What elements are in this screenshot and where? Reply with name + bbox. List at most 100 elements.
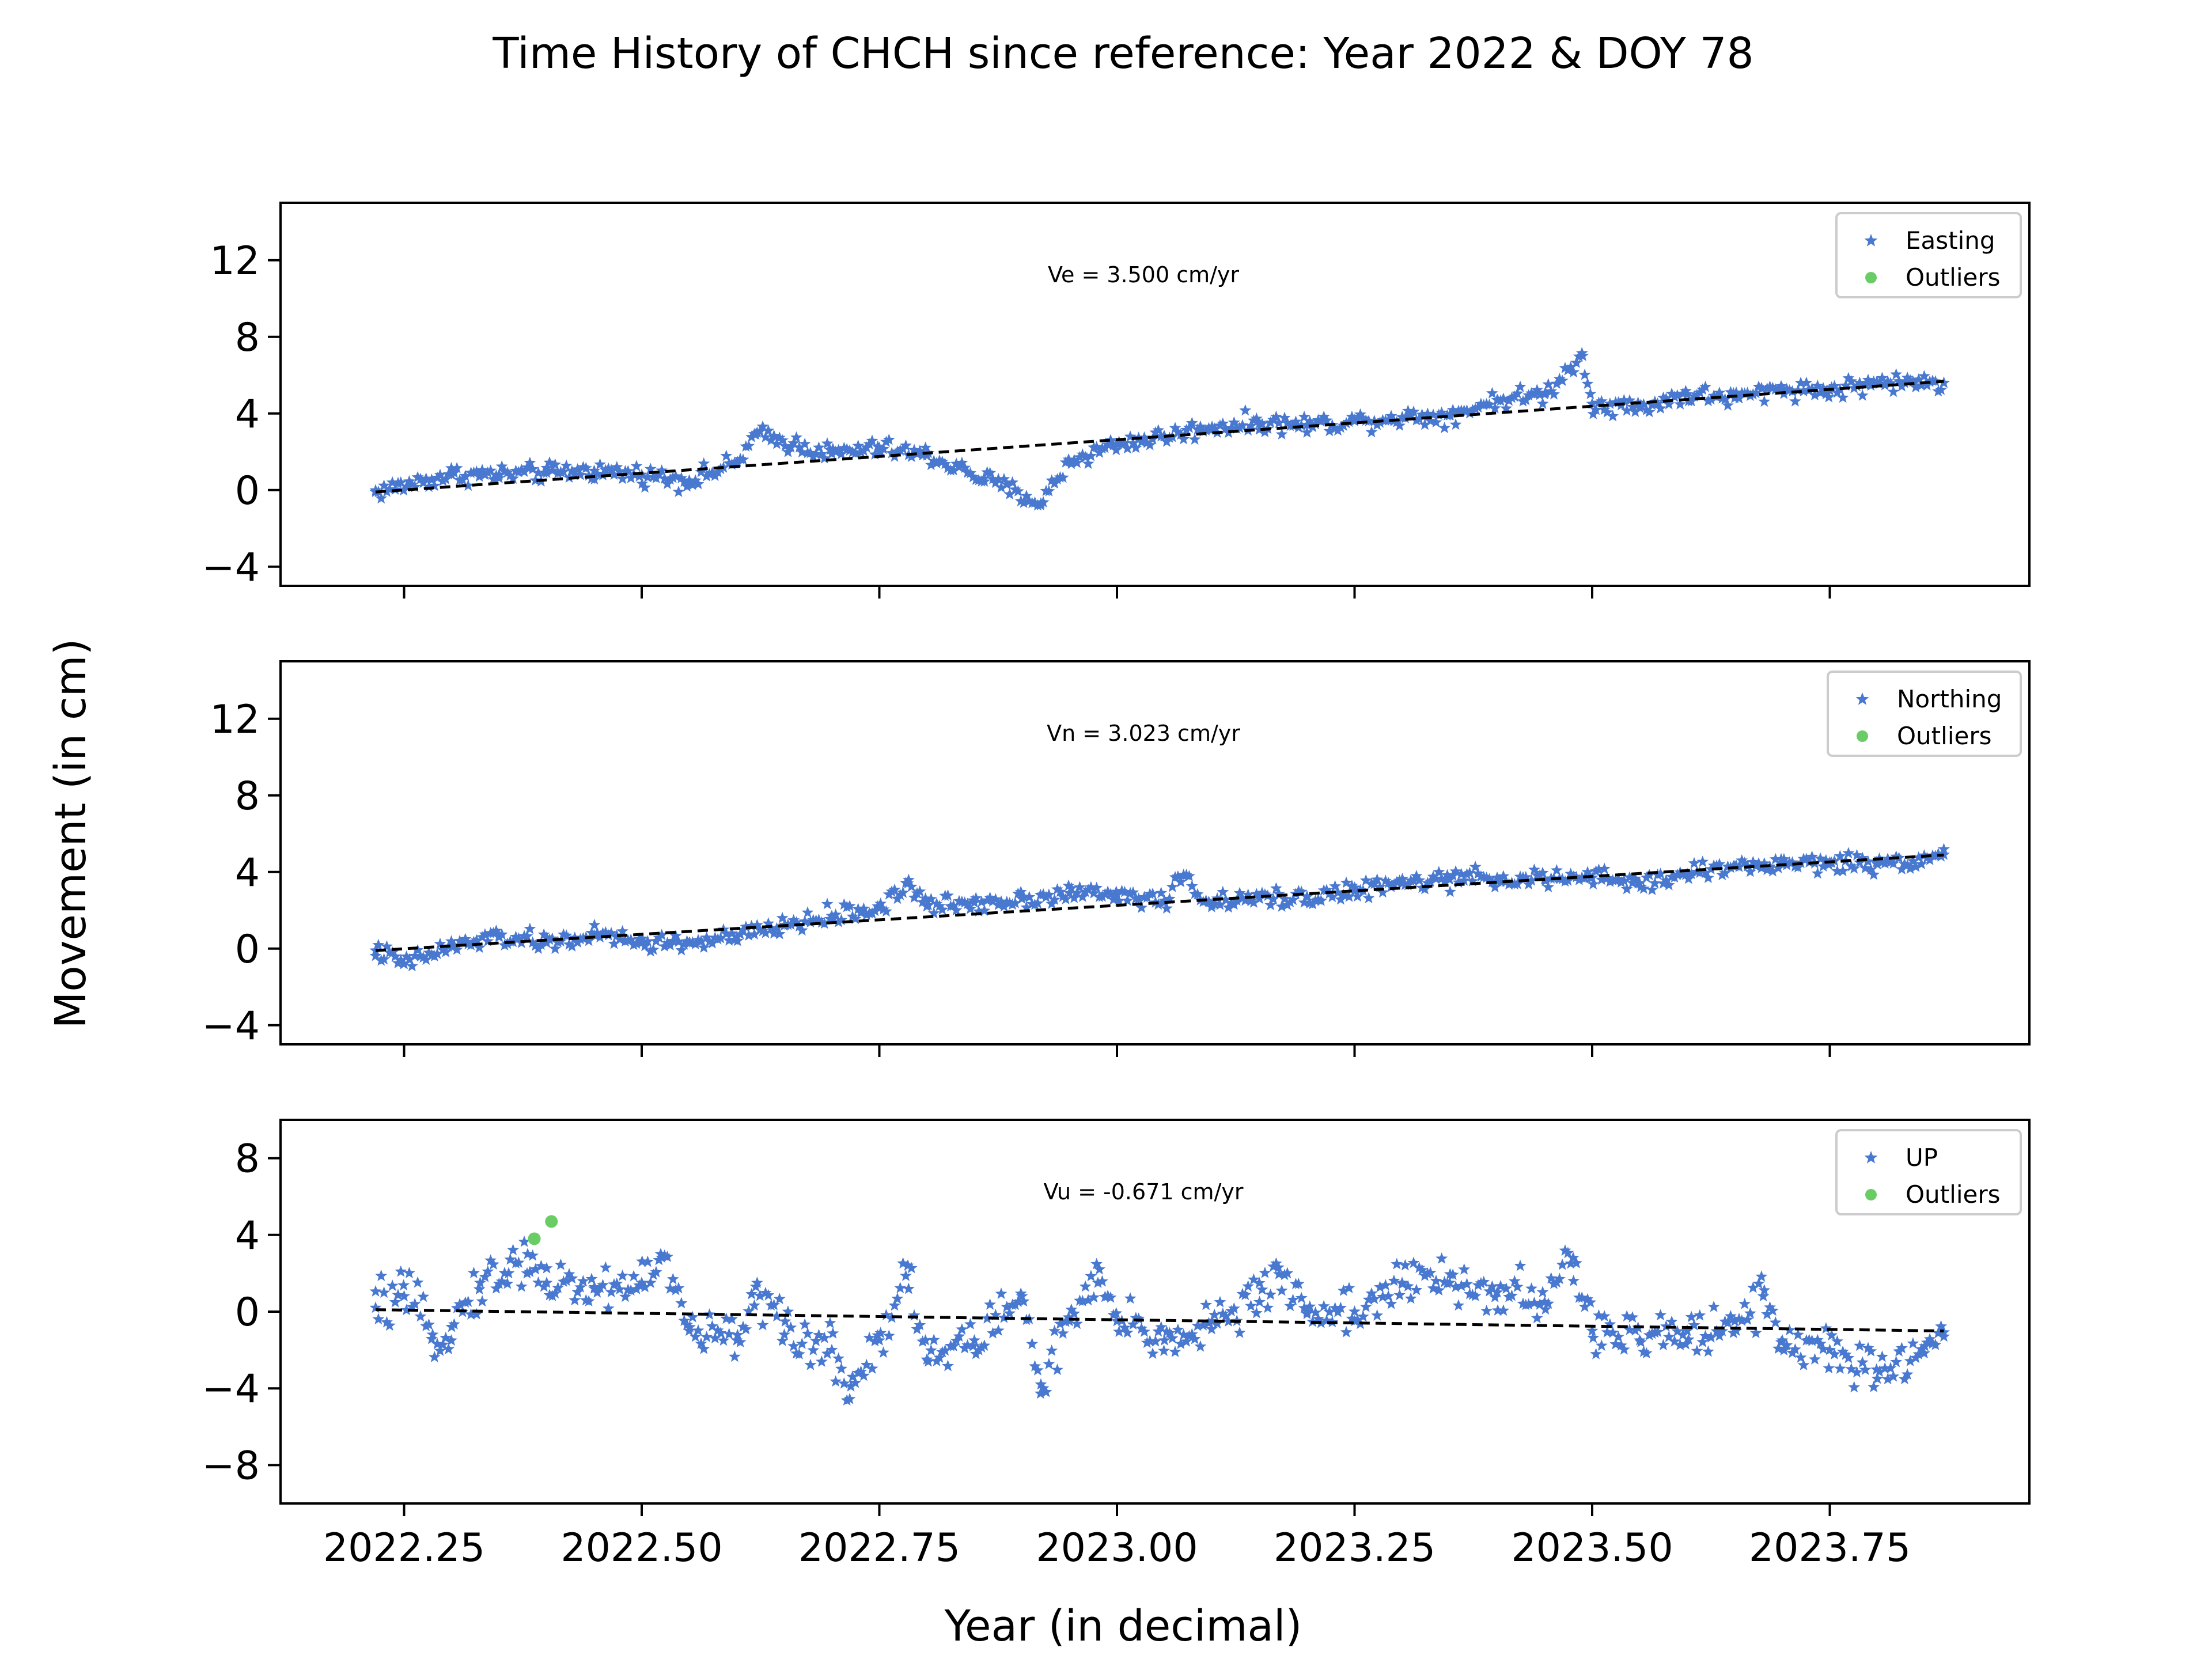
data-point bbox=[1531, 1312, 1543, 1324]
data-point bbox=[756, 925, 769, 937]
data-point bbox=[490, 925, 502, 936]
data-point bbox=[1694, 1309, 1706, 1321]
data-point bbox=[512, 932, 525, 944]
data-point bbox=[372, 938, 385, 950]
data-point bbox=[1472, 867, 1484, 879]
velocity-annotation: Vu = -0.671 cm/yr bbox=[1044, 1179, 1244, 1205]
data-point bbox=[925, 892, 937, 904]
data-point bbox=[1424, 1266, 1437, 1278]
data-point bbox=[1817, 382, 1830, 393]
data-point bbox=[1533, 388, 1546, 400]
data-point bbox=[689, 474, 702, 486]
data-point bbox=[448, 1318, 460, 1330]
data-point bbox=[813, 441, 825, 453]
data-point bbox=[1825, 381, 1838, 393]
data-point bbox=[624, 1284, 637, 1296]
data-point bbox=[574, 1281, 586, 1293]
data-point bbox=[1539, 1296, 1551, 1308]
data-point bbox=[1570, 356, 1582, 368]
data-point bbox=[1881, 375, 1894, 387]
data-point bbox=[1121, 442, 1134, 454]
data-point bbox=[465, 1308, 478, 1320]
data-point bbox=[1845, 859, 1858, 872]
data-point bbox=[569, 1294, 581, 1306]
data-point bbox=[450, 461, 463, 474]
data-point bbox=[1749, 1327, 1762, 1339]
data-point bbox=[1138, 431, 1150, 443]
data-point bbox=[1090, 441, 1103, 452]
data-point bbox=[1242, 1280, 1255, 1292]
data-point bbox=[1329, 880, 1342, 892]
data-point bbox=[1681, 868, 1694, 879]
y-tick-label: 0 bbox=[235, 468, 260, 514]
data-point bbox=[1623, 394, 1636, 406]
data-point bbox=[445, 940, 458, 952]
data-point bbox=[540, 466, 553, 478]
data-point bbox=[512, 465, 525, 478]
data-point bbox=[1323, 1305, 1336, 1317]
data-point bbox=[860, 908, 873, 921]
data-point bbox=[1132, 892, 1145, 904]
data-point bbox=[818, 452, 831, 464]
data-point bbox=[1185, 880, 1198, 892]
data-point bbox=[964, 903, 976, 914]
data-point bbox=[978, 904, 991, 916]
data-point bbox=[1444, 885, 1456, 897]
data-point bbox=[445, 461, 457, 474]
data-point bbox=[1766, 1304, 1779, 1316]
data-point bbox=[785, 1321, 797, 1333]
x-tick-label: 2022.25 bbox=[323, 1525, 485, 1571]
data-point bbox=[1284, 1300, 1297, 1312]
data-point bbox=[555, 935, 567, 947]
data-point bbox=[1559, 362, 1571, 373]
data-point bbox=[1705, 1331, 1717, 1343]
data-point bbox=[1590, 865, 1602, 877]
data-point bbox=[1012, 485, 1024, 497]
data-point bbox=[959, 461, 971, 474]
data-point bbox=[1918, 1347, 1930, 1359]
data-point bbox=[1707, 1300, 1720, 1312]
data-point bbox=[1203, 422, 1215, 434]
data-point bbox=[900, 439, 912, 451]
data-point bbox=[1253, 1277, 1266, 1289]
data-point bbox=[1733, 861, 1745, 872]
data-point bbox=[1183, 1330, 1195, 1342]
data-point bbox=[400, 950, 412, 962]
data-point bbox=[1143, 438, 1156, 450]
data-point bbox=[1430, 1274, 1442, 1286]
data-point bbox=[1500, 1282, 1513, 1294]
x-tick-label: 2023.75 bbox=[1749, 1525, 1911, 1571]
data-point bbox=[984, 891, 997, 903]
data-point bbox=[1197, 1319, 1210, 1331]
data-point bbox=[482, 935, 494, 946]
data-point bbox=[1037, 888, 1050, 900]
data-point bbox=[714, 931, 727, 944]
data-point bbox=[1029, 496, 1041, 508]
data-point bbox=[1769, 1316, 1782, 1328]
data-point bbox=[703, 468, 715, 480]
data-point bbox=[1020, 901, 1033, 913]
data-point bbox=[1856, 389, 1869, 401]
data-point bbox=[622, 465, 634, 476]
data-point bbox=[411, 944, 424, 956]
data-point bbox=[745, 919, 758, 931]
data-point bbox=[1419, 882, 1431, 895]
data-point bbox=[1778, 853, 1790, 865]
data-point bbox=[1755, 1270, 1768, 1282]
data-point bbox=[395, 1265, 407, 1277]
data-point bbox=[1595, 873, 1608, 885]
data-point bbox=[1194, 1340, 1207, 1352]
data-point bbox=[703, 935, 715, 947]
data-point bbox=[616, 925, 628, 937]
data-point bbox=[1786, 856, 1798, 868]
data-point bbox=[858, 902, 870, 914]
data-point bbox=[524, 1266, 536, 1278]
data-point bbox=[453, 934, 466, 946]
data-point bbox=[1662, 878, 1675, 891]
data-point bbox=[495, 928, 508, 940]
legend-marker-series bbox=[1855, 692, 1869, 705]
data-point bbox=[1079, 1280, 1092, 1292]
data-point bbox=[414, 472, 427, 484]
data-point bbox=[1385, 1297, 1397, 1309]
data-point bbox=[1733, 392, 1745, 404]
